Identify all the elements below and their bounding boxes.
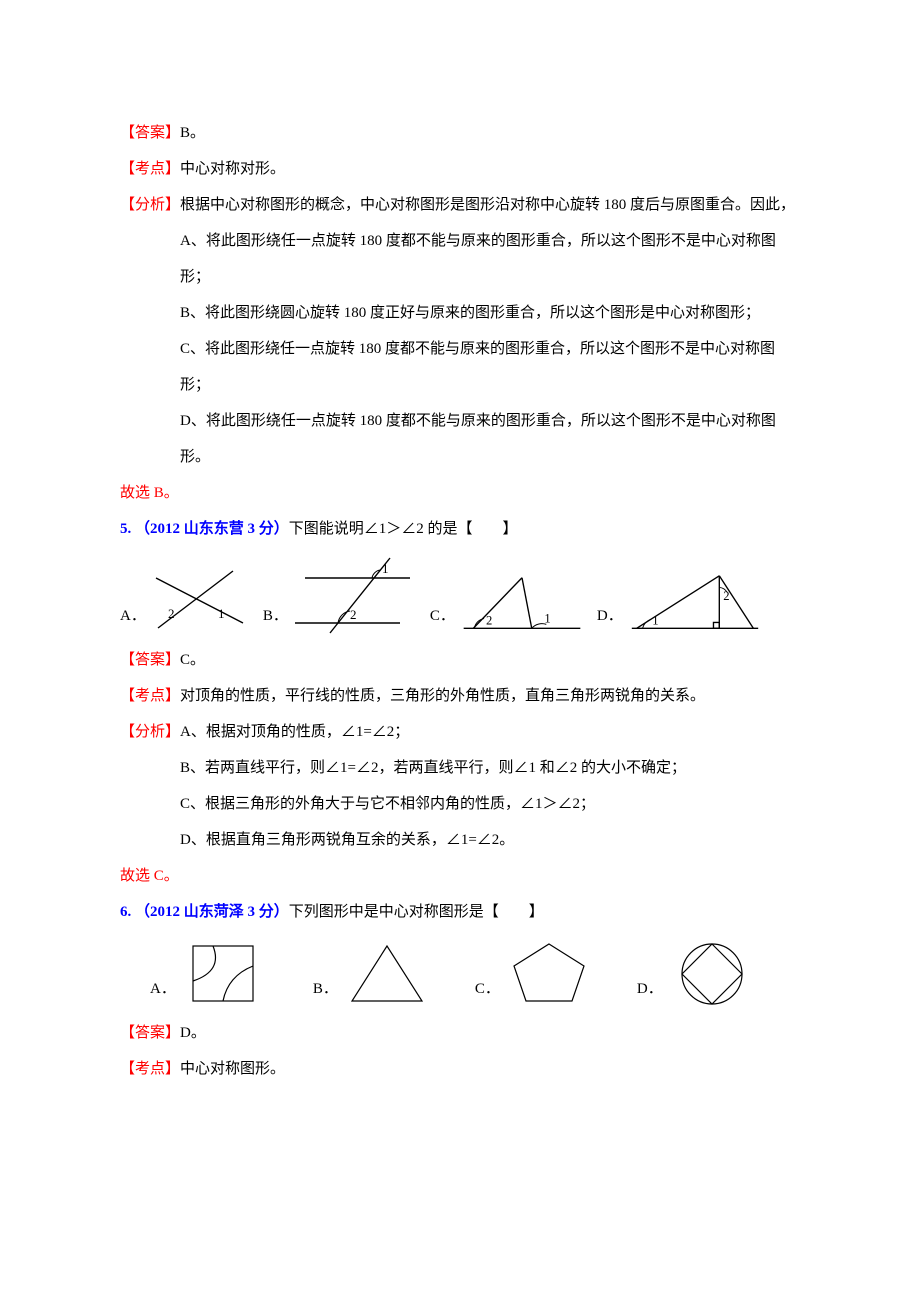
q5-answer-line: 【答案】C。 <box>120 642 800 678</box>
q5-analysis-c: C、根据三角形的外角大于与它不相邻内角的性质，∠1＞∠2； <box>120 786 800 822</box>
q4-opt-a: A、将此图形绕任一点旋转 180 度都不能与原来的图形重合，所以这个图形不是中心… <box>120 223 800 295</box>
q6-options: A． B． C． <box>120 936 800 1011</box>
angle-1: 1 <box>218 606 225 621</box>
q6-figure-c <box>502 936 597 1011</box>
option-label: C． <box>475 971 500 1011</box>
q5-option-c: C． 1 2 <box>430 568 587 638</box>
kpoint-label: 【考点】 <box>120 688 180 704</box>
angle-1: 1 <box>652 613 658 627</box>
kpoint-value: 中心对称对形。 <box>180 161 285 177</box>
option-label: D． <box>597 598 623 638</box>
angle-2: 2 <box>350 607 357 622</box>
q5-option-b: B． 1 2 <box>263 553 420 638</box>
q5-analysis-d: D、根据直角三角形两锐角互余的关系，∠1=∠2。 <box>120 822 800 858</box>
kpoint-label: 【考点】 <box>120 1061 180 1077</box>
analysis-label: 【分析】 <box>120 197 180 213</box>
kpoint-value: 对顶角的性质，平行线的性质，三角形的外角性质，直角三角形两锐角的关系。 <box>180 688 705 704</box>
angle-1: 1 <box>382 561 389 576</box>
q5-options: A． 1 2 B． 1 2 <box>120 553 800 638</box>
option-label: A． <box>120 598 146 638</box>
option-label: A． <box>150 971 176 1011</box>
q6-number: 6. <box>120 904 135 920</box>
q5-option-a: A． 1 2 <box>120 563 253 638</box>
q5-analysis-a: 【分析】A、根据对顶角的性质，∠1=∠2； <box>120 714 800 750</box>
q5-stem: 下图能说明∠1＞∠2 的是【 】 <box>289 521 518 537</box>
option-label: B． <box>313 971 338 1011</box>
q6-option-b: B． <box>313 936 435 1011</box>
q5-kpoint-line: 【考点】对顶角的性质，平行线的性质，三角形的外角性质，直角三角形两锐角的关系。 <box>120 678 800 714</box>
kpoint-value: 中心对称图形。 <box>180 1061 285 1077</box>
q5-figure-a: 1 2 <box>148 563 253 638</box>
q6-kpoint-line: 【考点】中心对称图形。 <box>120 1051 800 1087</box>
q6-source: （2012 山东菏泽 3 分） <box>135 904 289 920</box>
answer-value: D。 <box>180 1025 206 1041</box>
q6-figure-d <box>665 936 760 1011</box>
option-label: D． <box>637 971 663 1011</box>
q6-option-a: A． <box>150 936 273 1011</box>
analysis-text: A、根据对顶角的性质，∠1=∠2； <box>180 724 409 740</box>
page: 【答案】B。 【考点】中心对称对形。 【分析】根据中心对称图形的概念，中心对称图… <box>0 0 920 1302</box>
q4-kpoint-line: 【考点】中心对称对形。 <box>120 151 800 187</box>
analysis-text: 根据中心对称图形的概念，中心对称图形是图形沿对称中心旋转 180 度后与原图重合… <box>180 197 795 213</box>
q5-figure-d: 1 2 <box>625 568 765 638</box>
q6-option-c: C． <box>475 936 597 1011</box>
q6-figure-b <box>340 936 435 1011</box>
answer-label: 【答案】 <box>120 1025 180 1041</box>
q5-figure-c: 1 2 <box>457 568 587 638</box>
q5-number: 5. <box>120 521 135 537</box>
q5-source: （2012 山东东营 3 分） <box>135 521 289 537</box>
answer-label: 【答案】 <box>120 652 180 668</box>
answer-value: B。 <box>180 125 205 141</box>
kpoint-label: 【考点】 <box>120 161 180 177</box>
q4-answer-line: 【答案】B。 <box>120 115 800 151</box>
q5-figure-b: 1 2 <box>290 553 420 638</box>
q6-figure-a <box>178 936 273 1011</box>
answer-label: 【答案】 <box>120 125 180 141</box>
q6-answer-line: 【答案】D。 <box>120 1015 800 1051</box>
angle-1: 1 <box>544 611 550 625</box>
angle-2: 2 <box>168 606 175 621</box>
q5-stem-line: 5. （2012 山东东营 3 分）下图能说明∠1＞∠2 的是【 】 <box>120 511 800 547</box>
q4-opt-b: B、将此图形绕圆心旋转 180 度正好与原来的图形重合，所以这个图形是中心对称图… <box>120 295 800 331</box>
analysis-label: 【分析】 <box>120 724 180 740</box>
q5-conclusion: 故选 C。 <box>120 858 800 894</box>
angle-2: 2 <box>486 613 492 627</box>
q6-stem-line: 6. （2012 山东菏泽 3 分）下列图形中是中心对称图形是【 】 <box>120 894 800 930</box>
q6-option-d: D． <box>637 936 760 1011</box>
angle-2: 2 <box>723 589 729 603</box>
q5-analysis-b: B、若两直线平行，则∠1=∠2，若两直线平行，则∠1 和∠2 的大小不确定； <box>120 750 800 786</box>
q6-stem: 下列图形中是中心对称图形是【 】 <box>289 904 544 920</box>
q5-option-d: D． 1 2 <box>597 568 765 638</box>
q4-opt-d: D、将此图形绕任一点旋转 180 度都不能与原来的图形重合，所以这个图形不是中心… <box>120 403 800 475</box>
option-label: B． <box>263 598 288 638</box>
answer-value: C。 <box>180 652 205 668</box>
q4-analysis-intro: 【分析】根据中心对称图形的概念，中心对称图形是图形沿对称中心旋转 180 度后与… <box>120 187 800 223</box>
q4-opt-c: C、将此图形绕任一点旋转 180 度都不能与原来的图形重合，所以这个图形不是中心… <box>120 331 800 403</box>
option-label: C． <box>430 598 455 638</box>
q4-conclusion: 故选 B。 <box>120 475 800 511</box>
